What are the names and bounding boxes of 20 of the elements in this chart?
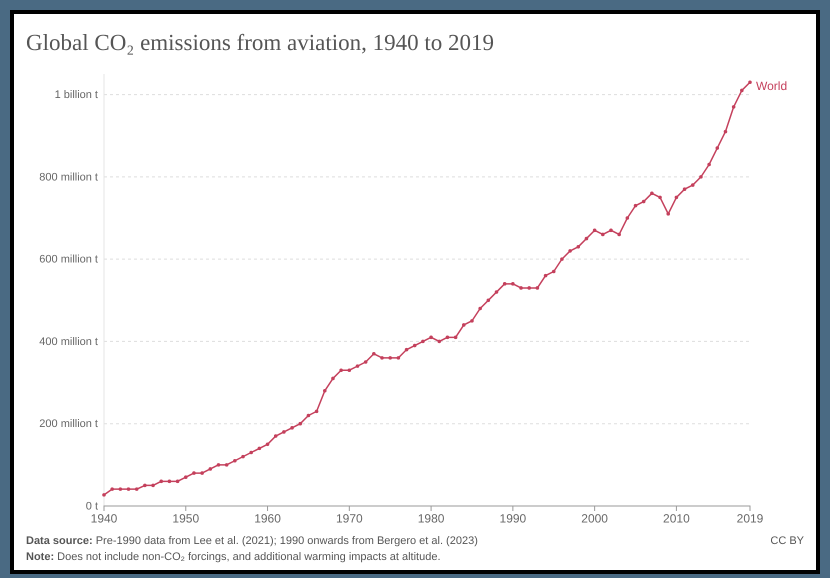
text: Note: Does not include non-CO₂ forcings, and additional warming impacts at altitude.: [26, 551, 441, 563]
x-tick-label: 2000: [581, 512, 608, 526]
x-tick-label: 1990: [500, 512, 527, 526]
y-tick-label: 1 billion t: [54, 89, 98, 102]
x-tick-label: 1950: [172, 512, 200, 526]
chart-title: Global CO₂ emissions from aviation, 1940 to 2019: [26, 30, 494, 55]
x-tick-label: 1980: [418, 512, 445, 526]
x-tick-label: 1940: [90, 512, 118, 526]
y-tick-label: 400 million t: [39, 336, 98, 348]
series-label: World: [756, 79, 788, 94]
x-tick-label: 1960: [254, 512, 282, 526]
y-tick-label: 200 million t: [39, 418, 98, 430]
x-tick-label: 2010: [663, 512, 690, 526]
source-note: Data source: Pre-1990 data from Lee et al. (2021); 1990 onwards from Bergero et al. (2023): [26, 535, 478, 547]
x-tick-label: 2019: [736, 512, 764, 526]
text: CC BY: [770, 535, 805, 547]
y-tick-label: 600 million t: [39, 254, 98, 266]
x-tick-label: 1970: [336, 512, 363, 526]
y-tick-label: 800 million t: [39, 171, 98, 184]
y-tick-label: 0 t: [86, 500, 98, 513]
